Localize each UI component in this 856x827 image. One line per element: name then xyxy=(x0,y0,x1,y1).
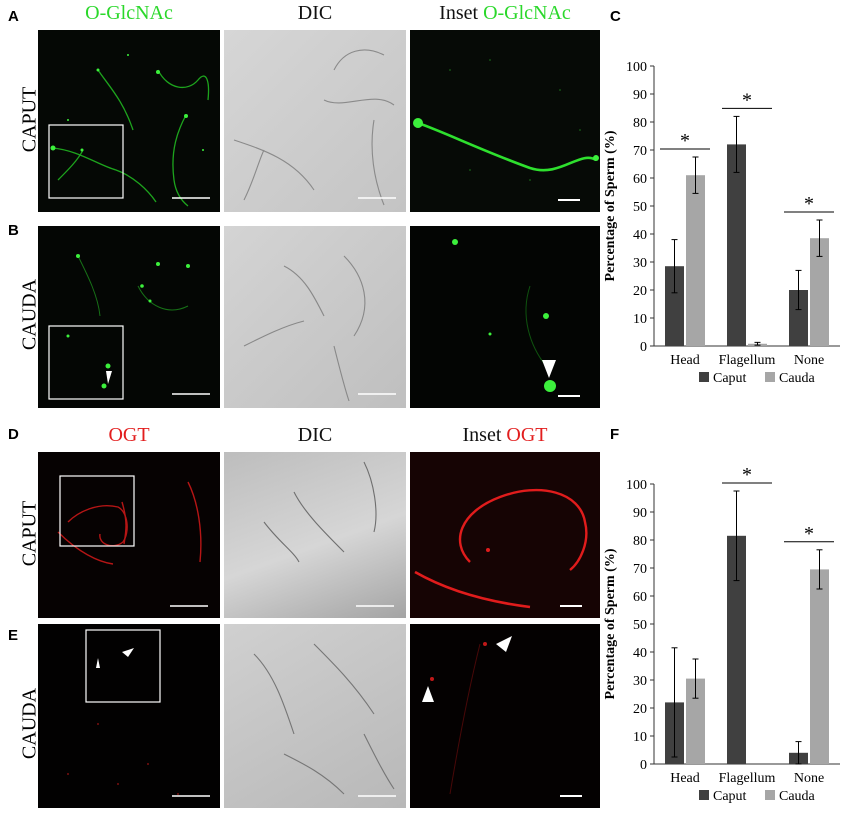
bar-caput xyxy=(727,535,746,764)
column-title-dic-top: DIC xyxy=(297,2,333,24)
y-tick-label: 40 xyxy=(633,228,647,243)
legend-swatch-cauda xyxy=(765,372,775,382)
bar-chart-ogt: 0 10 20 30 40 50 60 70 80 90 100 Percentage of Sper… xyxy=(600,458,850,818)
column-title-inset-ogt: Inset OGT xyxy=(410,424,600,447)
bar-chart-o-glcnac: 0 10 20 30 40 50 60 70 80 90 100 Percentage of Sper… xyxy=(600,40,850,400)
x-tick-label: Flagellum xyxy=(719,353,776,368)
micrograph-o-glcnac-cauda xyxy=(38,226,220,408)
y-axis-title: Percentage of Sperm (%) xyxy=(603,130,618,281)
y-tick-label: 10 xyxy=(633,312,647,327)
bar-cauda xyxy=(810,238,829,346)
column-title-ogt: OGT xyxy=(108,424,150,446)
legend-swatch-caput xyxy=(699,790,709,800)
micrograph-dic-caput-top xyxy=(224,30,406,212)
chart-svg-f: 0 10 20 30 40 50 60 70 80 90 100 Percentage of Sper… xyxy=(603,464,840,804)
significance-star: * xyxy=(742,464,752,486)
bar-caput xyxy=(789,290,808,346)
inset-stain: O-GlcNAc xyxy=(483,2,571,24)
y-tick-label: 100 xyxy=(626,478,647,493)
bar-caput xyxy=(665,266,684,346)
y-tick-label: 0 xyxy=(640,340,647,355)
bar-cauda xyxy=(686,175,705,346)
micrograph-dic-caput-bottom xyxy=(224,452,406,618)
bar-cauda xyxy=(810,569,829,764)
micrograph-o-glcnac-caput xyxy=(38,30,220,212)
legend-swatch-caput xyxy=(699,372,709,382)
y-tick-label: 50 xyxy=(633,200,647,215)
micrograph-inset-o-glcnac-caput xyxy=(410,30,600,212)
inset-prefix: Inset xyxy=(439,2,484,24)
y-tick-label: 90 xyxy=(633,506,647,521)
column-title-o-glcnac: O-GlcNAc xyxy=(85,2,173,24)
y-tick-label: 80 xyxy=(633,116,647,131)
panel-letter-e: E xyxy=(8,627,19,644)
y-axis-title: Percentage of Sperm (%) xyxy=(603,548,618,699)
micrograph-inset-ogt-cauda xyxy=(410,624,600,808)
micrograph-inset-o-glcnac-cauda xyxy=(410,226,600,408)
y-tick-label: 20 xyxy=(633,284,647,299)
y-tick-label: 30 xyxy=(633,256,647,271)
y-tick-label: 40 xyxy=(633,646,647,661)
x-tick-label: Head xyxy=(670,771,700,786)
micrograph-dic-cauda-bottom xyxy=(224,624,406,808)
panel-letter-a: A xyxy=(8,8,19,25)
y-tick-label: 50 xyxy=(633,618,647,633)
x-tick-label: None xyxy=(794,771,824,786)
inset-prefix: Inset xyxy=(462,424,507,446)
y-tick-label: 100 xyxy=(626,60,647,75)
y-tick-label: 70 xyxy=(633,144,647,159)
panel-letter-b: B xyxy=(8,222,19,239)
bar-caput xyxy=(727,144,746,346)
y-tick-label: 0 xyxy=(640,758,647,773)
x-tick-label: Head xyxy=(670,353,700,368)
legend-label-cauda: Cauda xyxy=(779,371,816,386)
column-title-inset-o-glcnac: Inset O-GlcNAc xyxy=(410,2,600,25)
legend-label-caput: Caput xyxy=(713,789,747,804)
micrograph-ogt-cauda xyxy=(38,624,220,808)
y-tick-label: 10 xyxy=(633,730,647,745)
legend-label-caput: Caput xyxy=(713,371,747,386)
y-tick-label: 20 xyxy=(633,702,647,717)
inset-stain: OGT xyxy=(506,424,548,446)
significance-star: * xyxy=(804,193,814,215)
significance-star: * xyxy=(804,523,814,545)
y-tick-label: 60 xyxy=(633,172,647,187)
y-tick-label: 70 xyxy=(633,562,647,577)
x-tick-label: None xyxy=(794,353,824,368)
micrograph-dic-cauda-top xyxy=(224,226,406,408)
micrograph-inset-ogt-caput xyxy=(410,452,600,618)
y-tick-label: 90 xyxy=(633,88,647,103)
legend-swatch-cauda xyxy=(765,790,775,800)
x-tick-label: Flagellum xyxy=(719,771,776,786)
column-title-dic-bottom: DIC xyxy=(297,424,333,446)
y-tick-label: 80 xyxy=(633,534,647,549)
panel-letter-f: F xyxy=(610,426,620,443)
y-tick-label: 30 xyxy=(633,674,647,689)
chart-svg-c: 0 10 20 30 40 50 60 70 80 90 100 Percentage of Sper… xyxy=(603,60,840,386)
legend-label-cauda: Cauda xyxy=(779,789,816,804)
bar-cauda xyxy=(686,678,705,764)
y-tick-label: 60 xyxy=(633,590,647,605)
micrograph-ogt-caput xyxy=(38,452,220,618)
panel-letter-d: D xyxy=(8,426,19,443)
significance-star: * xyxy=(680,130,690,152)
significance-star: * xyxy=(742,89,752,111)
panel-letter-c: C xyxy=(610,8,621,25)
